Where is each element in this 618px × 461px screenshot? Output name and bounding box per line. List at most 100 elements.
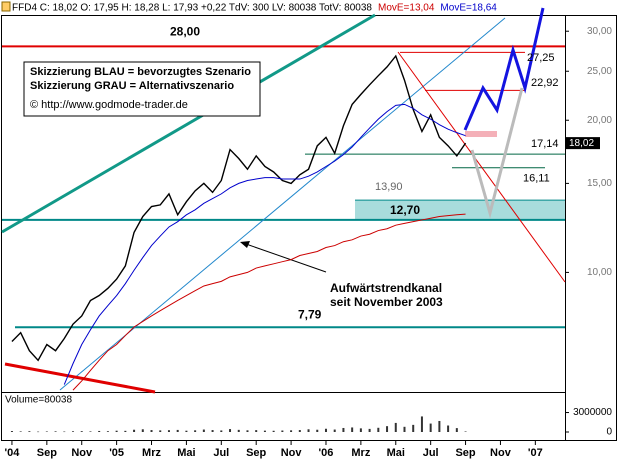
scenario-blue — [463, 7, 545, 131]
x-tick-label: '06 — [319, 447, 334, 459]
x-tick-label: Jul — [213, 447, 229, 459]
volume-bar — [316, 429, 319, 432]
y-tick-label: 20,00 — [587, 115, 612, 126]
y-tick-label: 30,00 — [587, 26, 612, 37]
volume-bar — [63, 431, 66, 433]
volume-bar — [115, 430, 118, 432]
volume-bar — [394, 422, 397, 432]
x-tick-label: '04 — [5, 447, 21, 459]
old-trend — [4, 362, 156, 394]
legend-entry: MovE=13,04 — [378, 3, 435, 14]
note: Skizzierung BLAU = bevorzugtes Szenario — [30, 66, 251, 78]
volume-bar — [37, 431, 40, 433]
volume-bar — [202, 429, 205, 432]
x-tick-label: Sep — [37, 447, 57, 459]
level-label: 17,14 — [531, 138, 559, 150]
level-label: 7,79 — [298, 307, 322, 321]
volume-bar — [237, 429, 240, 432]
x-tick-label: Nov — [281, 447, 303, 459]
volume-bar — [28, 431, 31, 432]
volume-bar — [229, 429, 232, 432]
volume-bar — [185, 430, 188, 432]
volume-bar — [342, 427, 345, 432]
volume-bar — [19, 431, 22, 432]
x-tick-label: Nov — [490, 447, 512, 459]
volume-bar — [141, 429, 144, 432]
volume-bar — [368, 428, 371, 432]
volume-tick-label: 3000000 — [573, 407, 612, 418]
volume-bar — [167, 430, 170, 432]
moving-average — [63, 103, 466, 385]
y-tick-label: 25,00 — [587, 66, 612, 77]
price-line — [11, 54, 467, 362]
arrow-head — [240, 241, 250, 248]
volume-bar — [263, 430, 266, 432]
x-tick-label: Sep — [246, 447, 266, 459]
arrow — [245, 243, 327, 273]
volume-label: Volume=80038 — [5, 395, 72, 406]
volume-bar — [133, 429, 136, 432]
channel-label: Aufwärtstrendkanal — [330, 281, 442, 295]
volume-bar — [403, 426, 406, 432]
volume-bar — [464, 431, 467, 432]
volume-bar — [159, 430, 162, 432]
volume-bar — [211, 430, 214, 432]
volume-bar — [324, 428, 327, 432]
note: © http://www.godmode-trader.de — [30, 99, 188, 111]
x-tick-label: Mrz — [351, 447, 370, 459]
channel-label: seit November 2003 — [330, 295, 443, 309]
x-tick-label: '05 — [109, 447, 124, 459]
note-box — [23, 61, 261, 117]
volume-bar — [438, 420, 441, 432]
header: FFD4 C: 18,02 O: 17,95 H: 18,28 L: 17,93… — [12, 3, 372, 14]
level-label: 16,11 — [523, 173, 550, 185]
legend-entry: MovE=18,64 — [440, 3, 497, 14]
gap-zone — [355, 200, 565, 220]
volume-bar — [98, 430, 101, 432]
x-tick-label: Sep — [455, 447, 475, 459]
y-tick-label: 10,00 — [587, 267, 612, 278]
volume-bar — [290, 430, 293, 432]
volume-bar — [194, 430, 197, 432]
downtrend — [397, 51, 566, 283]
volume-bar — [377, 427, 380, 432]
moving-average — [72, 213, 466, 391]
x-tick-label: '07 — [528, 447, 543, 459]
level-label: 12,70 — [390, 203, 420, 217]
volume-bar — [150, 430, 153, 432]
volume-bar — [10, 431, 13, 432]
volume-bar — [124, 430, 127, 432]
level-label: 27,25 — [527, 52, 555, 64]
volume-bar — [351, 427, 354, 432]
volume-bar — [72, 431, 75, 432]
x-tick-label: Mai — [387, 447, 405, 459]
level-label: 13,90 — [375, 181, 403, 193]
volume-bar — [54, 431, 57, 432]
volume-bar — [272, 430, 275, 432]
volume-bar — [333, 429, 336, 432]
volume-bar — [307, 429, 310, 432]
volume-bar — [89, 431, 92, 432]
channel-lower — [59, 17, 506, 391]
volume-bar — [455, 428, 458, 432]
volume-bar — [80, 431, 83, 432]
volume-tick-label: 0 — [606, 427, 612, 438]
x-tick-label: Nov — [71, 447, 93, 459]
volume-bar — [246, 430, 249, 432]
icon — [1, 1, 11, 12]
volume-bar — [106, 431, 109, 432]
volume-bar — [281, 430, 284, 432]
volume-bar — [45, 431, 48, 432]
channel-upper — [1, 13, 376, 234]
target-zone — [465, 131, 497, 137]
x-tick-label: Jul — [423, 447, 439, 459]
scenario-gray — [470, 87, 524, 219]
x-tick-label: Mai — [177, 447, 195, 459]
y-tick-label: 15,00 — [587, 178, 612, 189]
note: Skizzierung GRAU = Alternativszenario — [30, 80, 234, 92]
level-label: 22,92 — [531, 77, 559, 89]
volume-bar — [176, 429, 179, 432]
volume-bar — [420, 416, 423, 432]
volume-bar — [359, 428, 362, 432]
volume-bar — [412, 424, 415, 432]
